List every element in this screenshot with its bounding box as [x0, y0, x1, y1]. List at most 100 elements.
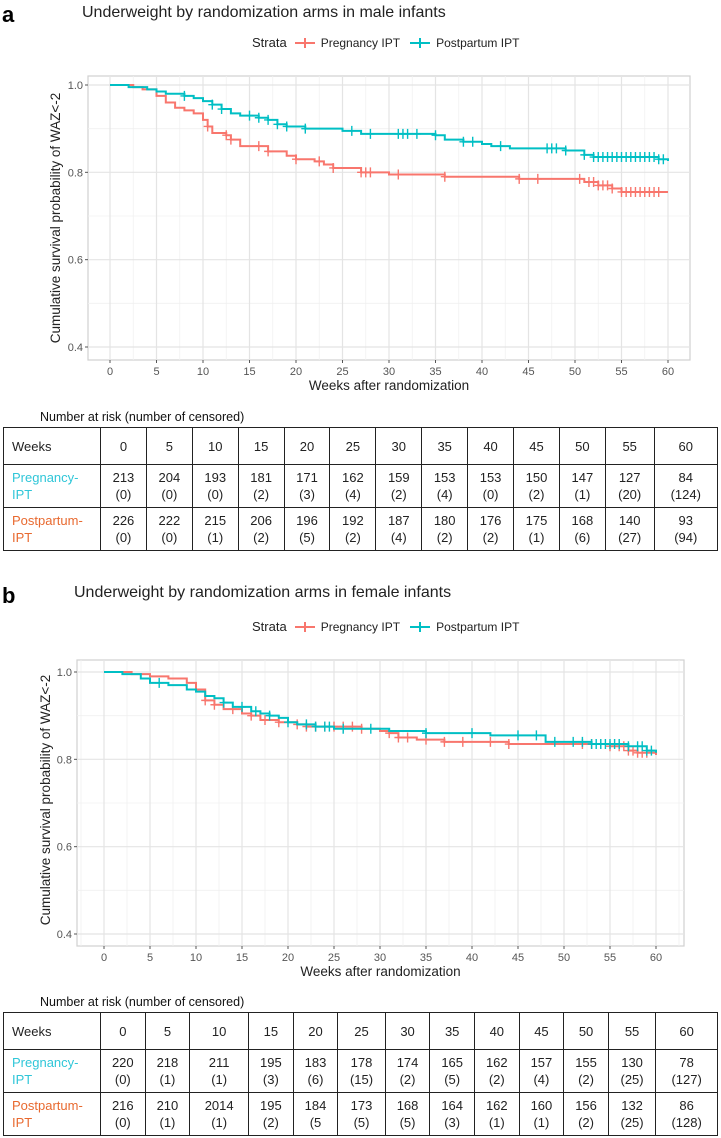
- risk-cell: 181 (2): [237, 464, 285, 508]
- censor-mark: [315, 156, 324, 167]
- x-tick-label: 45: [512, 952, 524, 964]
- at-risk-count: 206: [250, 513, 272, 528]
- table-row: Postpartum- IPT 216 (0) 210 (1) 2014 (1) 195 (2) 1…: [3, 1092, 718, 1136]
- censored-count: (0): [207, 487, 224, 502]
- legend-a: Strata Pregnancy IPT Postpartum IPT: [252, 35, 519, 50]
- censor-mark: [580, 149, 589, 160]
- panel-letter-a: a: [2, 2, 15, 27]
- x-tick-label: 45: [522, 366, 534, 378]
- censor-mark: [514, 730, 522, 741]
- censored-count: (4): [436, 487, 453, 502]
- at-risk-count: 196: [296, 513, 318, 528]
- risk-cell: 162 (1): [473, 1092, 520, 1136]
- risk-cell: 162 (2): [473, 1049, 520, 1093]
- legend-b: Strata Pregnancy IPT Postpartum IPT: [252, 619, 519, 634]
- at-risk-count: 193: [204, 470, 227, 485]
- x-tick-label: 50: [569, 366, 581, 378]
- x-tick-label: 30: [383, 366, 395, 378]
- censor-mark: [301, 123, 310, 134]
- legend-label-pregnancy: Pregnancy IPT: [320, 619, 401, 634]
- risk-cell: 184 (5: [292, 1092, 339, 1136]
- at-risk-count: 215: [204, 513, 227, 528]
- at-risk-count: 218: [156, 1055, 179, 1070]
- at-risk-count: 174: [396, 1055, 419, 1070]
- censor-mark: [366, 128, 375, 139]
- risk-cell: 178 (15): [337, 1049, 386, 1093]
- week-cell: 20: [283, 427, 331, 465]
- risk-cell: 162 (4): [329, 464, 377, 508]
- x-tick-label: 20: [282, 952, 294, 964]
- censored-count: (3): [444, 1115, 461, 1130]
- weeks-header: Weeks: [3, 427, 101, 465]
- x-tick-label: 0: [107, 366, 113, 378]
- week-cell: 30: [384, 1012, 431, 1050]
- censor-mark: [629, 745, 637, 756]
- legend-key-pregnancy: [294, 621, 315, 632]
- arm-label: Postpartum- IPT: [3, 1092, 101, 1136]
- censored-count: (0): [115, 487, 132, 502]
- censor-mark: [515, 173, 524, 184]
- weeks-header: Weeks: [3, 1012, 101, 1050]
- censor-mark: [311, 721, 320, 732]
- censored-count: (2): [399, 1072, 416, 1087]
- at-risk-count: 155: [575, 1055, 597, 1070]
- censor-mark: [366, 167, 375, 178]
- censor-mark: [504, 739, 513, 750]
- censor-mark: [647, 745, 656, 756]
- arm-label-line1: Postpartum-: [12, 1098, 83, 1113]
- censored-count: (5): [399, 1115, 416, 1130]
- censored-count: (2): [488, 1072, 505, 1087]
- at-risk-count: 195: [260, 1098, 282, 1113]
- x-tick-label: 0: [101, 952, 107, 964]
- censor-mark: [569, 736, 578, 747]
- censor-mark: [403, 732, 412, 743]
- risk-cell: 187 (4): [375, 507, 423, 551]
- censored-count: (124): [670, 487, 701, 502]
- censored-count: (2): [344, 530, 361, 545]
- week-cell: 0: [100, 427, 147, 465]
- censored-count: (4): [533, 1072, 550, 1087]
- censor-mark: [254, 141, 263, 152]
- at-risk-count: 78: [679, 1055, 694, 1070]
- at-risk-count: 183: [304, 1055, 327, 1070]
- censor-mark: [422, 728, 430, 739]
- censor-mark: [274, 717, 283, 728]
- censor-mark: [603, 180, 612, 191]
- legend-label-pregnancy: Pregnancy IPT: [320, 35, 401, 50]
- at-risk-count: 180: [433, 513, 456, 528]
- censor-mark: [458, 736, 467, 747]
- x-tick-label: 35: [429, 366, 441, 378]
- at-risk-count: 132: [621, 1098, 643, 1113]
- censor-mark: [247, 710, 256, 721]
- legend-title: Strata: [252, 35, 287, 50]
- at-risk-count: 86: [679, 1098, 694, 1113]
- censor-mark: [219, 697, 228, 708]
- km-plot-a: 0 5 10 15 20 25 30 35 40 45 50 55 60 0.4 0.6 0.8 1.0 Week…: [48, 75, 691, 393]
- censor-mark: [264, 146, 273, 157]
- risk-cell: 176 (2): [467, 507, 515, 551]
- risk-cell: 226 (0): [100, 507, 147, 551]
- risk-cell: 218 (1): [144, 1049, 191, 1093]
- censor-mark: [615, 739, 624, 750]
- censor-mark: [203, 121, 212, 132]
- censor-mark: [264, 114, 273, 125]
- censored-count: (0): [161, 487, 178, 502]
- censor-mark: [325, 721, 334, 732]
- censor-mark: [347, 125, 356, 136]
- arm-label-line1: Postpartum-: [12, 513, 83, 528]
- at-risk-count: 195: [260, 1055, 282, 1070]
- censor-mark: [273, 119, 282, 130]
- risk-cell: 159 (2): [375, 464, 423, 508]
- week-cell: 50: [558, 427, 606, 465]
- censor-mark: [238, 701, 246, 712]
- censor-mark: [552, 143, 561, 154]
- arm-label-line1: Pregnancy-: [12, 470, 79, 485]
- censor-mark: [366, 723, 375, 734]
- at-risk-count: 130: [621, 1055, 643, 1070]
- censored-count: (128): [671, 1115, 702, 1130]
- censor-mark: [222, 130, 231, 141]
- risk-cell: 156 (2): [563, 1092, 609, 1136]
- censor-mark: [254, 112, 263, 123]
- x-tick-label: 15: [243, 366, 255, 378]
- legend-key-pregnancy: [294, 37, 315, 48]
